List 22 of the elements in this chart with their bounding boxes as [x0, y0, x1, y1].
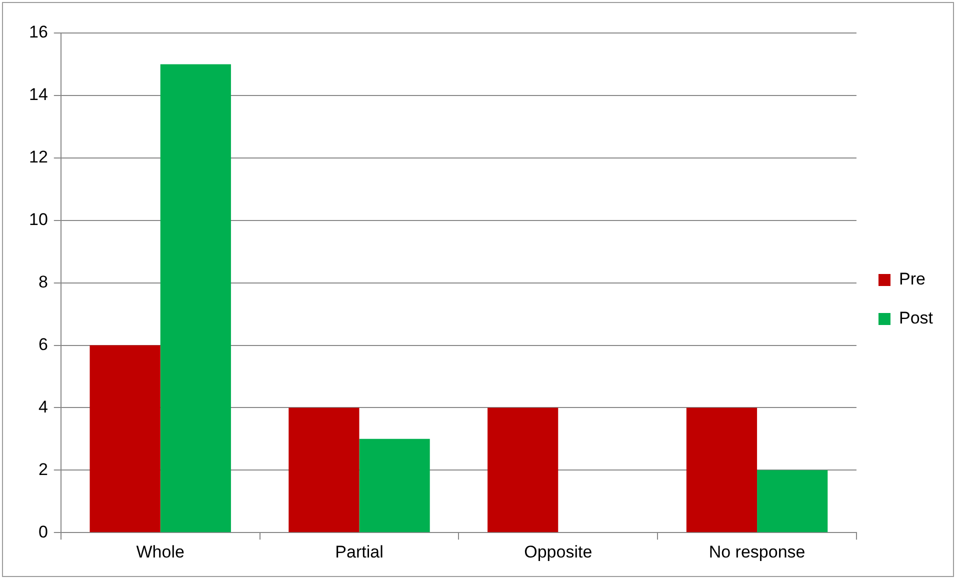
bar — [359, 438, 430, 532]
bar — [288, 408, 360, 532]
bar — [488, 408, 558, 532]
legend-label: Pre — [898, 270, 926, 289]
y-tick-label: 8 — [38, 272, 48, 292]
y-tick-label: 0 — [38, 522, 48, 542]
y-tick-label: 6 — [38, 334, 48, 354]
bar — [160, 64, 231, 532]
bar — [757, 470, 828, 532]
y-tick-label: 16 — [28, 22, 48, 42]
y-tick-label: 2 — [38, 460, 48, 479]
y-tick-label: 10 — [28, 210, 48, 230]
bar — [686, 408, 758, 532]
x-tick-label: Opposite — [524, 542, 592, 562]
y-tick-label: 12 — [28, 148, 48, 167]
bar — [90, 345, 160, 532]
x-tick-label: Partial — [335, 542, 384, 562]
x-tick-label: No response — [708, 542, 806, 562]
x-tick-label: Whole — [136, 542, 184, 562]
y-tick-label: 4 — [38, 397, 48, 416]
legend-label: Post — [898, 308, 934, 328]
y-tick-label: 14 — [28, 85, 48, 104]
